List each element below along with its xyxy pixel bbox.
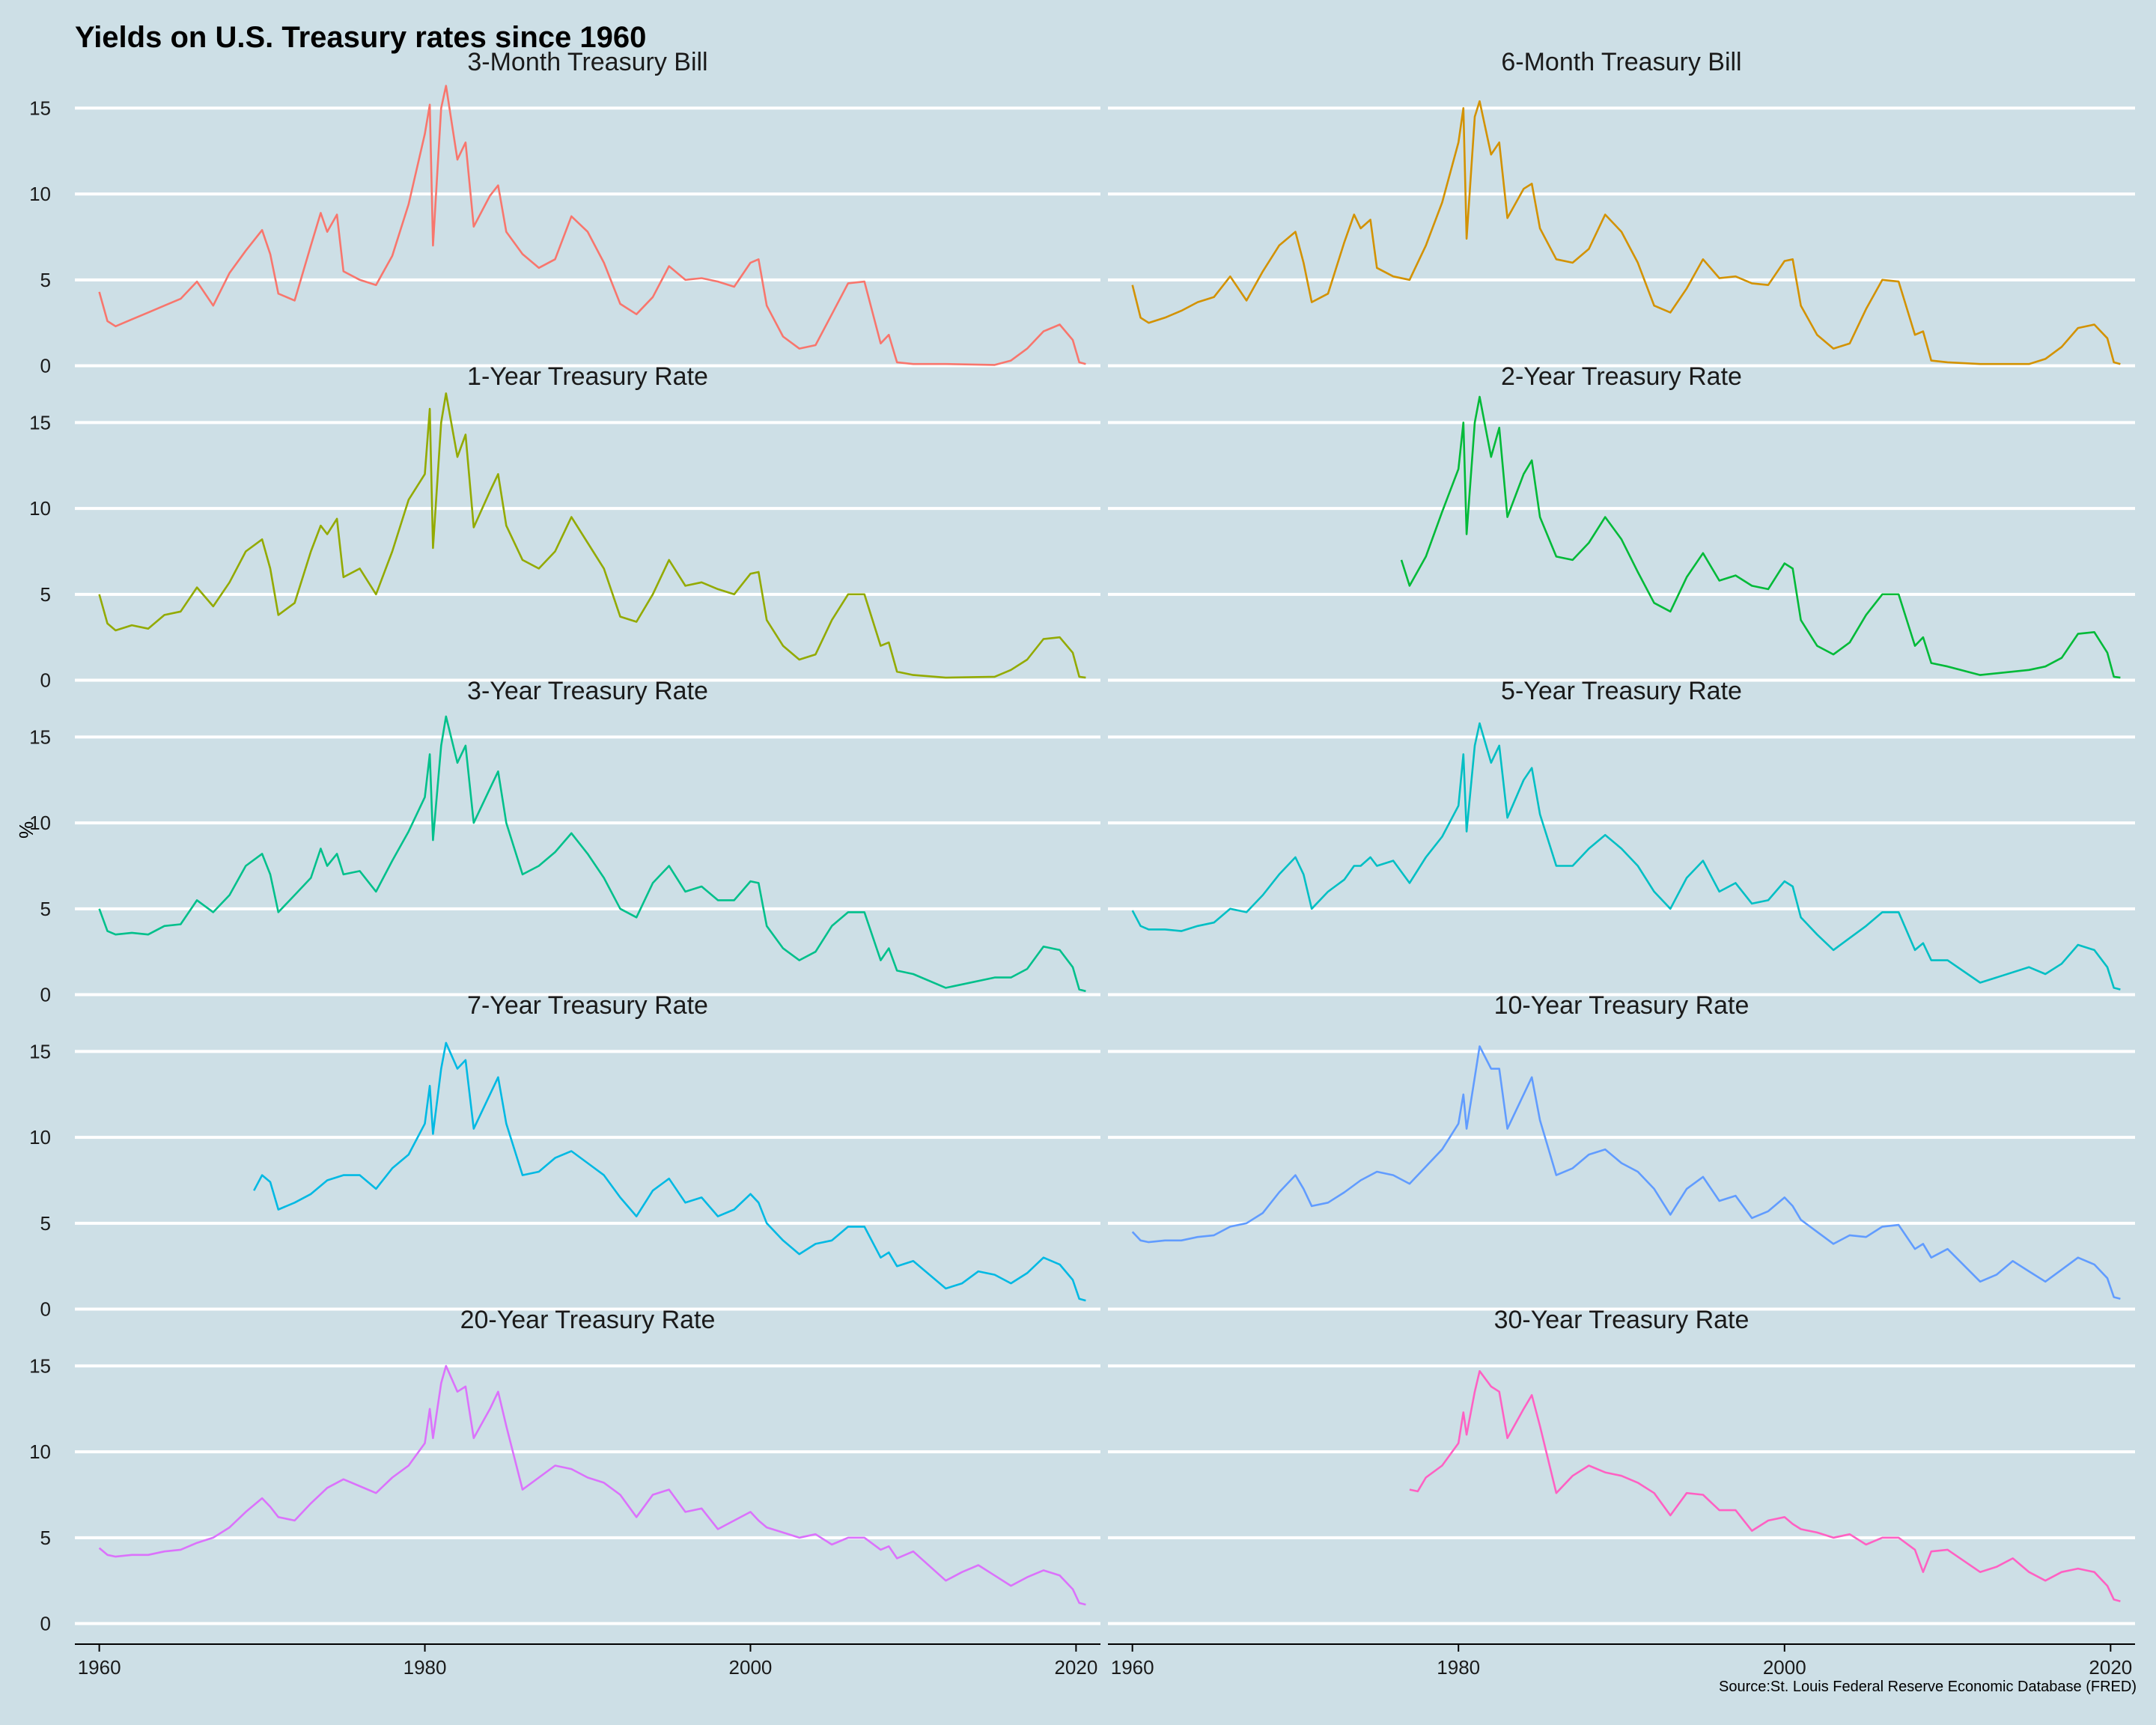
series-line (253, 1041, 1086, 1302)
y-tick-label: 0 (40, 984, 51, 1006)
facet-title: 30-Year Treasury Rate (1494, 1306, 1750, 1334)
y-tick-label: 10 (29, 497, 51, 520)
y-tick-label: 5 (40, 583, 51, 606)
y-tick-label: 5 (40, 898, 51, 920)
y-tick-label: 5 (40, 1527, 51, 1549)
y-tick-label: 10 (29, 1126, 51, 1149)
y-tick-label: 15 (29, 725, 51, 748)
x-tick-label: 2000 (729, 1656, 773, 1679)
facet-title: 2-Year Treasury Rate (1501, 362, 1742, 391)
y-tick-label: 0 (40, 1298, 51, 1321)
facet-panel: 5-Year Treasury Rate (1108, 677, 2135, 997)
facet-panel: 7-Year Treasury Rate 0 5 10 15 (29, 991, 1100, 1321)
chart-title: Yields on U.S. Treasury rates since 1960 (75, 21, 647, 54)
series-line (98, 85, 1086, 366)
facet-panel: 20-Year Treasury Rate 0 5 10 15 1960 1980 2000 2… (29, 1306, 1100, 1679)
facet-panel: 6-Month Treasury Bill (1108, 48, 2135, 368)
y-tick-label: 15 (29, 97, 51, 119)
facet-title: 5-Year Treasury Rate (1501, 677, 1742, 705)
facet-title: 7-Year Treasury Rate (467, 991, 708, 1020)
facet-panel: 3-Month Treasury Bill 0 5 10 15 (29, 48, 1100, 377)
x-tick-label: 2000 (1763, 1656, 1806, 1679)
y-tick-label: 0 (40, 1613, 51, 1635)
series-line (98, 1365, 1086, 1606)
facet-title: 1-Year Treasury Rate (467, 362, 708, 391)
x-tick-label: 1960 (78, 1656, 121, 1679)
y-tick-label: 5 (40, 1212, 51, 1235)
series-line (1131, 100, 2121, 365)
y-tick-label: 15 (29, 1040, 51, 1062)
facet-title: 6-Month Treasury Bill (1501, 48, 1741, 76)
series-line (1400, 395, 2121, 679)
facet-panel: 3-Year Treasury Rate 0 5 10 15 (29, 677, 1100, 1006)
series-line (98, 392, 1086, 679)
facet-title: 20-Year Treasury Rate (460, 1306, 716, 1334)
y-tick-label: 5 (40, 269, 51, 291)
x-tick-label: 2020 (2089, 1656, 2132, 1679)
facet-panel: 2-Year Treasury Rate (1108, 362, 2135, 682)
x-tick-label: 1980 (404, 1656, 447, 1679)
facet-panel: 30-Year Treasury Rate 1960 1980 2000 2020 (1108, 1306, 2135, 1679)
series-line (1131, 722, 2121, 991)
y-tick-label: 15 (29, 1354, 51, 1377)
x-tick-label: 1980 (1437, 1656, 1480, 1679)
y-tick-label: 10 (29, 183, 51, 205)
y-tick-label: 10 (29, 1440, 51, 1463)
y-tick-label: 10 (29, 812, 51, 834)
y-tick-label: 15 (29, 411, 51, 433)
series-line (1409, 1370, 2121, 1602)
x-tick-label: 1960 (1111, 1656, 1154, 1679)
series-line (1131, 1045, 2121, 1300)
source-note: Source:St. Louis Federal Reserve Economi… (1718, 1679, 2137, 1695)
y-tick-label: 0 (40, 355, 51, 377)
series-line (98, 715, 1086, 993)
facet-panel: 1-Year Treasury Rate 0 5 10 15 (29, 362, 1100, 692)
facet-title: 10-Year Treasury Rate (1494, 991, 1750, 1020)
y-tick-label: 0 (40, 669, 51, 692)
facet-title: 3-Month Treasury Bill (467, 48, 707, 76)
facet-title: 3-Year Treasury Rate (467, 677, 708, 705)
x-tick-label: 2020 (1054, 1656, 1097, 1679)
facet-panel: 10-Year Treasury Rate (1108, 991, 2135, 1311)
